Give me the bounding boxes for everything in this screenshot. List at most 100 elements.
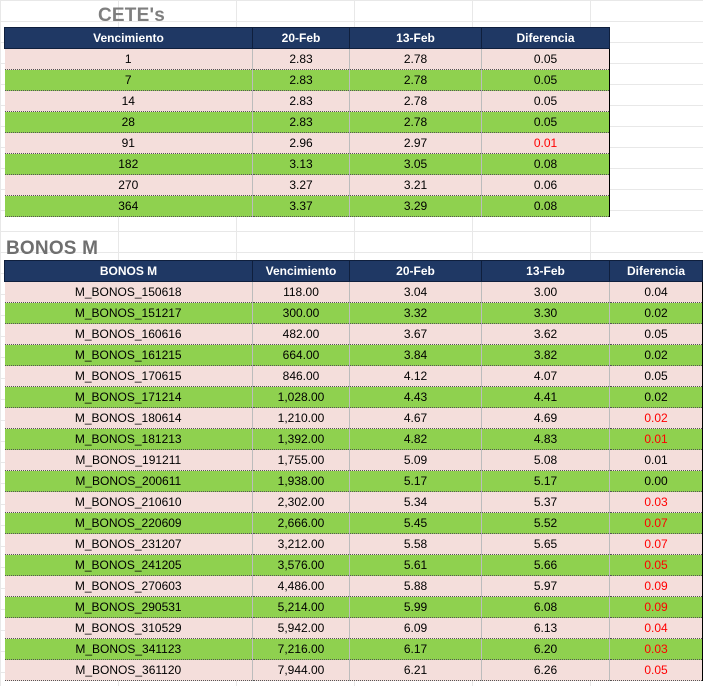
bonos-cell-vencimiento[interactable]: 300.00 — [252, 302, 350, 324]
bonos-cell-name[interactable]: M_BONOS_160616 — [4, 323, 253, 345]
bonos-header-13feb[interactable]: 13-Feb — [481, 260, 610, 282]
bonos-cell-name[interactable]: M_BONOS_341123 — [4, 638, 253, 660]
bonos-cell-vencimiento[interactable]: 2,666.00 — [252, 512, 350, 534]
cetes-cell-diferencia[interactable]: 0.05 — [481, 48, 610, 70]
bonos-cell-name[interactable]: M_BONOS_241205 — [4, 554, 253, 576]
bonos-cell-20feb[interactable]: 4.43 — [349, 386, 482, 408]
bonos-header-name[interactable]: BONOS M — [4, 260, 253, 282]
bonos-cell-13feb[interactable]: 4.83 — [481, 428, 610, 450]
bonos-cell-name[interactable]: M_BONOS_150618 — [4, 281, 253, 303]
bonos-cell-20feb[interactable]: 3.67 — [349, 323, 482, 345]
bonos-cell-name[interactable]: M_BONOS_181213 — [4, 428, 253, 450]
bonos-cell-13feb[interactable]: 5.37 — [481, 491, 610, 513]
bonos-cell-13feb[interactable]: 5.65 — [481, 533, 610, 555]
cetes-cell-20feb[interactable]: 2.96 — [252, 132, 350, 154]
bonos-cell-diferencia[interactable]: 0.02 — [609, 407, 703, 429]
bonos-cell-13feb[interactable]: 5.52 — [481, 512, 610, 534]
cetes-cell-13feb[interactable]: 2.78 — [349, 90, 482, 112]
bonos-cell-vencimiento[interactable]: 1,392.00 — [252, 428, 350, 450]
bonos-cell-name[interactable]: M_BONOS_180614 — [4, 407, 253, 429]
bonos-cell-20feb[interactable]: 6.09 — [349, 617, 482, 639]
cetes-cell-diferencia[interactable]: 0.06 — [481, 174, 610, 196]
bonos-cell-vencimiento[interactable]: 1,755.00 — [252, 449, 350, 471]
bonos-cell-diferencia[interactable]: 0.05 — [609, 659, 703, 681]
bonos-cell-20feb[interactable]: 5.45 — [349, 512, 482, 534]
bonos-cell-diferencia[interactable]: 0.00 — [609, 470, 703, 492]
cetes-cell-diferencia[interactable]: 0.08 — [481, 153, 610, 175]
bonos-cell-13feb[interactable]: 6.13 — [481, 617, 610, 639]
bonos-cell-name[interactable]: M_BONOS_310529 — [4, 617, 253, 639]
cetes-cell-vencimiento[interactable]: 1 — [4, 48, 253, 70]
bonos-cell-13feb[interactable]: 6.20 — [481, 638, 610, 660]
cetes-cell-20feb[interactable]: 2.83 — [252, 90, 350, 112]
bonos-cell-20feb[interactable]: 3.84 — [349, 344, 482, 366]
cetes-cell-20feb[interactable]: 2.83 — [252, 111, 350, 133]
bonos-cell-diferencia[interactable]: 0.07 — [609, 533, 703, 555]
bonos-cell-13feb[interactable]: 5.17 — [481, 470, 610, 492]
bonos-cell-diferencia[interactable]: 0.05 — [609, 554, 703, 576]
bonos-cell-20feb[interactable]: 6.17 — [349, 638, 482, 660]
bonos-cell-diferencia[interactable]: 0.09 — [609, 575, 703, 597]
bonos-cell-name[interactable]: M_BONOS_270603 — [4, 575, 253, 597]
bonos-cell-20feb[interactable]: 5.17 — [349, 470, 482, 492]
bonos-cell-13feb[interactable]: 4.41 — [481, 386, 610, 408]
cetes-cell-vencimiento[interactable]: 14 — [4, 90, 253, 112]
bonos-cell-20feb[interactable]: 5.88 — [349, 575, 482, 597]
bonos-cell-20feb[interactable]: 6.21 — [349, 659, 482, 681]
cetes-cell-vencimiento[interactable]: 364 — [4, 195, 253, 217]
bonos-cell-diferencia[interactable]: 0.05 — [609, 323, 703, 345]
cetes-cell-20feb[interactable]: 3.37 — [252, 195, 350, 217]
bonos-cell-20feb[interactable]: 4.67 — [349, 407, 482, 429]
bonos-cell-name[interactable]: M_BONOS_171214 — [4, 386, 253, 408]
bonos-cell-vencimiento[interactable]: 4,486.00 — [252, 575, 350, 597]
bonos-cell-13feb[interactable]: 6.26 — [481, 659, 610, 681]
bonos-cell-diferencia[interactable]: 0.02 — [609, 386, 703, 408]
bonos-cell-vencimiento[interactable]: 1,028.00 — [252, 386, 350, 408]
cetes-cell-vencimiento[interactable]: 182 — [4, 153, 253, 175]
bonos-cell-20feb[interactable]: 3.32 — [349, 302, 482, 324]
bonos-cell-vencimiento[interactable]: 118.00 — [252, 281, 350, 303]
bonos-cell-vencimiento[interactable]: 846.00 — [252, 365, 350, 387]
bonos-cell-vencimiento[interactable]: 7,944.00 — [252, 659, 350, 681]
bonos-cell-vencimiento[interactable]: 5,214.00 — [252, 596, 350, 618]
cetes-header-diferencia[interactable]: Diferencia — [481, 27, 610, 49]
bonos-cell-name[interactable]: M_BONOS_191211 — [4, 449, 253, 471]
bonos-cell-diferencia[interactable]: 0.03 — [609, 491, 703, 513]
bonos-cell-20feb[interactable]: 4.82 — [349, 428, 482, 450]
cetes-cell-13feb[interactable]: 3.29 — [349, 195, 482, 217]
bonos-header-vencimiento[interactable]: Vencimiento — [252, 260, 350, 282]
bonos-cell-20feb[interactable]: 5.58 — [349, 533, 482, 555]
cetes-cell-diferencia[interactable]: 0.01 — [481, 132, 610, 154]
bonos-cell-20feb[interactable]: 5.34 — [349, 491, 482, 513]
bonos-cell-name[interactable]: M_BONOS_151217 — [4, 302, 253, 324]
bonos-cell-diferencia[interactable]: 0.03 — [609, 638, 703, 660]
bonos-cell-13feb[interactable]: 3.62 — [481, 323, 610, 345]
bonos-header-diferencia[interactable]: Diferencia — [609, 260, 703, 282]
cetes-cell-20feb[interactable]: 3.13 — [252, 153, 350, 175]
cetes-cell-vencimiento[interactable]: 270 — [4, 174, 253, 196]
bonos-cell-13feb[interactable]: 3.00 — [481, 281, 610, 303]
bonos-cell-diferencia[interactable]: 0.01 — [609, 428, 703, 450]
bonos-cell-vencimiento[interactable]: 482.00 — [252, 323, 350, 345]
bonos-cell-name[interactable]: M_BONOS_361120 — [4, 659, 253, 681]
bonos-cell-name[interactable]: M_BONOS_161215 — [4, 344, 253, 366]
bonos-cell-vencimiento[interactable]: 7,216.00 — [252, 638, 350, 660]
cetes-cell-20feb[interactable]: 3.27 — [252, 174, 350, 196]
bonos-cell-diferencia[interactable]: 0.04 — [609, 281, 703, 303]
bonos-header-20feb[interactable]: 20-Feb — [349, 260, 482, 282]
bonos-cell-20feb[interactable]: 5.61 — [349, 554, 482, 576]
bonos-cell-diferencia[interactable]: 0.05 — [609, 365, 703, 387]
cetes-cell-diferencia[interactable]: 0.05 — [481, 111, 610, 133]
cetes-cell-13feb[interactable]: 3.05 — [349, 153, 482, 175]
bonos-cell-vencimiento[interactable]: 3,212.00 — [252, 533, 350, 555]
cetes-cell-13feb[interactable]: 2.78 — [349, 48, 482, 70]
cetes-cell-13feb[interactable]: 2.78 — [349, 111, 482, 133]
cetes-cell-13feb[interactable]: 3.21 — [349, 174, 482, 196]
bonos-cell-20feb[interactable]: 5.09 — [349, 449, 482, 471]
cetes-cell-diferencia[interactable]: 0.08 — [481, 195, 610, 217]
bonos-cell-13feb[interactable]: 5.97 — [481, 575, 610, 597]
cetes-cell-diferencia[interactable]: 0.05 — [481, 69, 610, 91]
bonos-cell-name[interactable]: M_BONOS_170615 — [4, 365, 253, 387]
bonos-cell-20feb[interactable]: 5.99 — [349, 596, 482, 618]
bonos-cell-13feb[interactable]: 4.69 — [481, 407, 610, 429]
